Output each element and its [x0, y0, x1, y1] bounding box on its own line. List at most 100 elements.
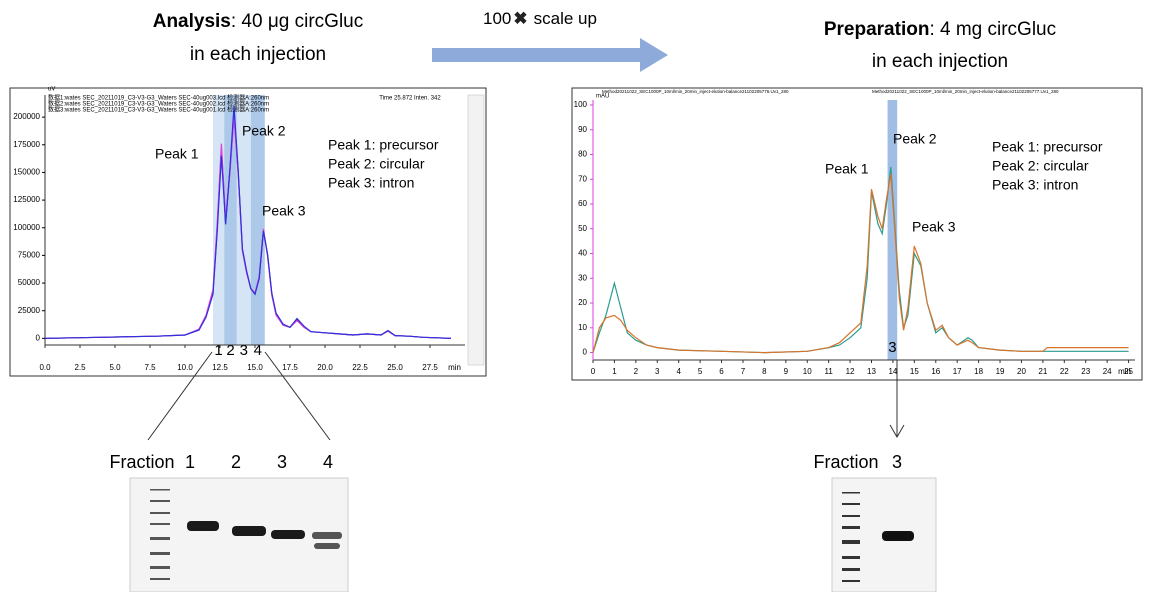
- y-tick-label: 100000: [13, 223, 40, 232]
- x-tick-label: 5.0: [109, 363, 121, 372]
- lane-label: 3: [892, 452, 902, 472]
- figure: Analysis: 40 μg circGluc in each injecti…: [0, 0, 1149, 592]
- y-axis-label: mAU: [596, 94, 609, 100]
- heading: Preparation: 4 mg circGluc: [824, 19, 1056, 40]
- x-tick-label: 13: [867, 367, 876, 376]
- lane-label: 4: [323, 452, 333, 472]
- y-tick-label: 125000: [13, 195, 40, 204]
- x-tick-label: 20.0: [317, 363, 333, 372]
- y-tick-label: 0: [36, 333, 41, 342]
- x-tick-label: 8: [762, 367, 767, 376]
- x-tick-label: 17: [953, 367, 962, 376]
- heading-line2: in each injection: [190, 44, 326, 65]
- heading-line2: in each injection: [872, 51, 1008, 72]
- scrollbar: [468, 95, 484, 365]
- heading-bold: Preparation: [824, 19, 930, 40]
- annotation: Peak 2: circular: [992, 158, 1089, 174]
- y-tick-label: 0: [583, 348, 588, 357]
- x-tick-label: 10: [803, 367, 812, 376]
- y-tick-label: 200000: [13, 112, 40, 121]
- x-tick-label: 7.5: [144, 363, 156, 372]
- x-tick-label: 19: [996, 367, 1005, 376]
- status: Time 25.872 Inten. 342: [379, 96, 441, 102]
- x-tick-label: 12: [846, 367, 855, 376]
- x-tick-label: 1: [612, 367, 617, 376]
- heading: Analysis: 40 μg circGluc: [153, 11, 364, 32]
- x-tick-label: 14: [888, 367, 897, 376]
- y-tick-label: 20: [578, 298, 587, 307]
- scale-text: scale up: [534, 9, 597, 28]
- scale-number: 100: [483, 9, 511, 28]
- gel-right: [832, 478, 936, 592]
- y-tick-label: 25000: [18, 306, 41, 315]
- chart-frame: [572, 88, 1142, 380]
- x-tick-label: 6: [719, 367, 724, 376]
- scale-symbol: ✖: [513, 9, 527, 28]
- y-tick-label: 90: [578, 125, 587, 134]
- fraction-label: Fraction: [813, 452, 878, 472]
- heading-rest: : 4 mg circGluc: [929, 19, 1056, 40]
- page: Analysis: 40 μg circGluc in each injecti…: [0, 0, 1149, 592]
- annotation: Peak 3: intron: [992, 177, 1078, 193]
- y-tick-label: 75000: [18, 251, 41, 260]
- legend-entry: 数据1:wates SEC_20211019_C3-V3-G3_Waters S…: [48, 94, 269, 102]
- annotation: Peak 1: [825, 161, 869, 177]
- annotation: Peak 2: [893, 131, 937, 147]
- x-tick-label: 11: [824, 367, 833, 376]
- y-tick-label: 80: [578, 150, 587, 159]
- x-axis-label: min: [1118, 367, 1131, 376]
- annotation: Peak 1: precursor: [328, 137, 439, 153]
- gel-left: [130, 478, 348, 592]
- x-tick-label: 22.5: [352, 363, 368, 372]
- x-tick-label: 16: [931, 367, 940, 376]
- lane-label: 3: [277, 452, 287, 472]
- x-tick-label: 10.0: [177, 363, 193, 372]
- annotation: Peak 3: [912, 219, 956, 235]
- fraction-label: Fraction: [109, 452, 174, 472]
- y-tick-label: 70: [578, 174, 587, 183]
- x-tick-label: 25.0: [387, 363, 403, 372]
- scale-label: 100✖ scale up: [483, 9, 597, 28]
- annotation: Peak 3: intron: [328, 175, 414, 191]
- fraction-number: 3: [888, 339, 896, 356]
- y-axis-label: uV: [48, 87, 55, 93]
- y-tick-label: 50: [578, 224, 587, 233]
- x-tick-label: 27.5: [422, 363, 438, 372]
- x-tick-label: 4: [676, 367, 681, 376]
- y-tick-label: 50000: [18, 278, 41, 287]
- x-tick-label: 12.5: [212, 363, 228, 372]
- x-tick-label: 18: [974, 367, 983, 376]
- y-tick-label: 175000: [13, 140, 40, 149]
- x-tick-label: 21: [1038, 367, 1047, 376]
- x-tick-label: 23: [1081, 367, 1090, 376]
- x-axis-label: min: [448, 363, 461, 372]
- x-tick-label: 24: [1103, 367, 1112, 376]
- x-tick-label: 0: [591, 367, 596, 376]
- y-tick-label: 30: [578, 273, 587, 282]
- heading-rest: : 40 μg circGluc: [231, 11, 363, 32]
- x-tick-label: 0.0: [39, 363, 51, 372]
- legend-entry: Method20211022_SEC1000P_10ml/min_20min_i…: [602, 89, 789, 94]
- scale-arrow: [432, 38, 668, 72]
- y-tick-label: 100: [574, 100, 588, 109]
- annotation: Peak 2: circular: [328, 156, 425, 172]
- annotation: Peak 1: precursor: [992, 139, 1103, 155]
- y-tick-label: 10: [578, 323, 587, 332]
- x-tick-label: 9: [784, 367, 789, 376]
- y-tick-label: 150000: [13, 168, 40, 177]
- legend-entry: 数据3:wates SEC_20211019_C3-V3-G3_Waters S…: [48, 106, 269, 114]
- x-tick-label: 20: [1017, 367, 1026, 376]
- lane-label: 2: [231, 452, 241, 472]
- x-tick-label: 5: [698, 367, 703, 376]
- x-tick-label: 2.5: [74, 363, 86, 372]
- annotation: Peak 3: [262, 203, 306, 219]
- y-tick-label: 60: [578, 199, 587, 208]
- lane-label: 1: [185, 452, 195, 472]
- heading-bold: Analysis: [153, 11, 231, 32]
- x-tick-label: 3: [655, 367, 660, 376]
- fraction-band: [213, 95, 224, 345]
- y-tick-label: 40: [578, 249, 587, 258]
- x-tick-label: 15.0: [247, 363, 263, 372]
- band: [882, 531, 914, 541]
- x-tick-label: 22: [1060, 367, 1069, 376]
